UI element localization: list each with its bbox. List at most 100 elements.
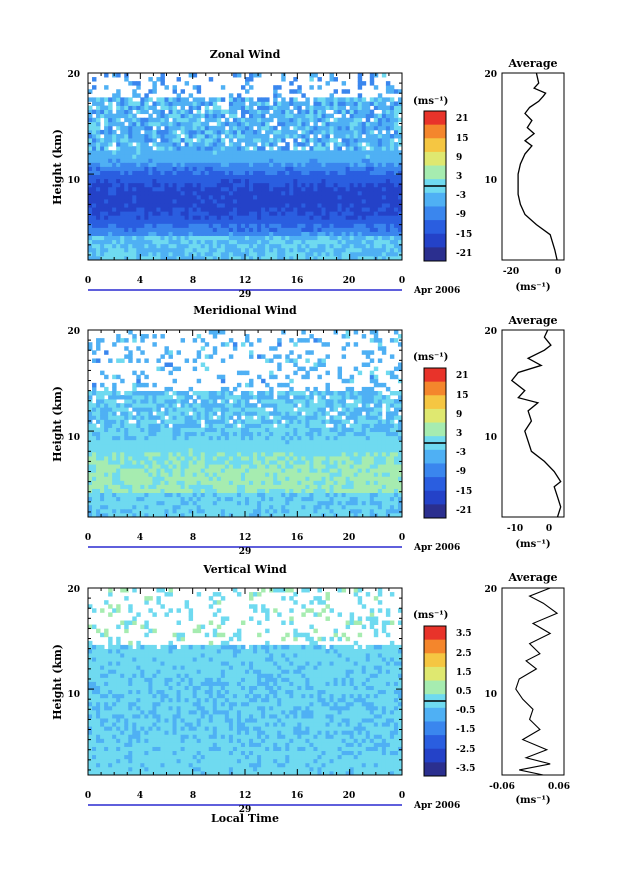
heat-cell: [341, 166, 347, 171]
heat-cell: [104, 166, 109, 171]
heat-cell: [168, 407, 173, 412]
heat-cell: [136, 476, 141, 481]
heat-cell: [196, 247, 202, 253]
heat-cell: [180, 186, 186, 192]
heat-cell: [160, 484, 165, 489]
heat-cell: [156, 472, 161, 477]
heat-cell: [393, 125, 399, 131]
heat-cell: [136, 109, 141, 115]
heat-cell: [128, 354, 133, 359]
heat-cell: [365, 207, 371, 212]
heat-cell: [112, 374, 117, 380]
heat-cell: [257, 129, 262, 135]
heat-cell: [281, 77, 286, 82]
heat-cell: [257, 480, 262, 485]
heat-cell: [96, 399, 101, 404]
heat-cell: [136, 460, 141, 465]
heat-cell: [297, 456, 302, 461]
heat-cell: [345, 154, 351, 159]
heat-cell: [160, 215, 165, 220]
heat-cell: [265, 231, 270, 237]
heat-cell: [188, 456, 194, 461]
heat-cell: [257, 199, 262, 204]
heat-cell: [257, 207, 262, 212]
heat-cell: [349, 227, 355, 232]
heat-cell: [216, 215, 222, 220]
heat-cell: [96, 174, 101, 180]
heat-cell: [220, 464, 226, 469]
heat-cell: [216, 150, 222, 155]
heat-cell: [120, 138, 125, 143]
heat-cell: [277, 203, 282, 208]
heat-cell: [128, 390, 133, 396]
heat-cell: [240, 451, 246, 457]
heat-cell: [313, 166, 318, 171]
heat-cell: [192, 419, 198, 424]
heat-cell: [144, 154, 149, 159]
heat-cell: [180, 460, 186, 465]
heat-cell: [196, 255, 202, 261]
heat-cell: [329, 255, 334, 261]
heat-cell: [204, 488, 210, 494]
heat-cell: [188, 121, 194, 127]
heat-cell: [156, 170, 161, 176]
heat-cell: [228, 182, 234, 188]
heat-cell: [329, 182, 334, 188]
heat-cell: [333, 211, 338, 216]
heat-cell: [156, 500, 161, 506]
heat-cell: [200, 496, 206, 502]
heat-cell: [104, 138, 109, 143]
heat-cell: [104, 451, 109, 457]
heat-cell: [385, 162, 391, 167]
heat-cell: [257, 504, 262, 510]
heat-cell: [164, 395, 169, 400]
heat-cell: [257, 170, 262, 176]
heat-cell: [96, 223, 101, 228]
heat-cell: [92, 101, 97, 106]
heat-cell: [385, 105, 391, 110]
heat-cell: [132, 415, 137, 420]
heat-cell: [240, 239, 246, 245]
heat-cell: [369, 154, 375, 159]
heat-cell: [285, 431, 290, 437]
heat-cell: [120, 109, 125, 115]
heat-cell: [188, 203, 194, 208]
heat-cell: [273, 215, 278, 220]
heat-cell: [385, 251, 391, 257]
heat-cell: [120, 468, 125, 473]
heat-cell: [357, 231, 363, 237]
heat-cell: [317, 85, 322, 90]
heat-cell: [297, 142, 302, 147]
heat-cell: [212, 235, 218, 241]
heat-cell: [381, 174, 387, 180]
heat-cell: [208, 251, 214, 257]
heat-cell: [249, 109, 254, 115]
heat-cell: [160, 468, 165, 473]
heat-cell: [240, 154, 246, 159]
heat-cell: [144, 484, 149, 489]
heat-cell: [108, 243, 113, 249]
heat-cell: [228, 138, 234, 143]
heat-cell: [249, 73, 254, 78]
heat-cell: [132, 113, 137, 119]
heat-cell: [253, 395, 258, 400]
heat-cell: [293, 178, 298, 184]
heat-cell: [377, 93, 383, 98]
heat-cell: [172, 162, 177, 167]
heat-cell: [289, 203, 294, 208]
heat-cell: [100, 382, 105, 388]
heat-cell: [245, 170, 250, 176]
heat-cell: [369, 121, 375, 127]
heat-cell: [353, 182, 359, 188]
heat-cell: [236, 166, 242, 171]
heat-cell: [132, 447, 137, 453]
heat-cell: [164, 239, 169, 245]
heat-cell: [397, 178, 403, 184]
heat-cell: [281, 447, 286, 453]
heat-cell: [329, 174, 334, 180]
heat-cell: [200, 456, 206, 461]
heat-cell: [116, 255, 121, 261]
heat-cell: [148, 468, 153, 473]
heat-cell: [212, 390, 218, 396]
heat-cell: [317, 129, 322, 135]
